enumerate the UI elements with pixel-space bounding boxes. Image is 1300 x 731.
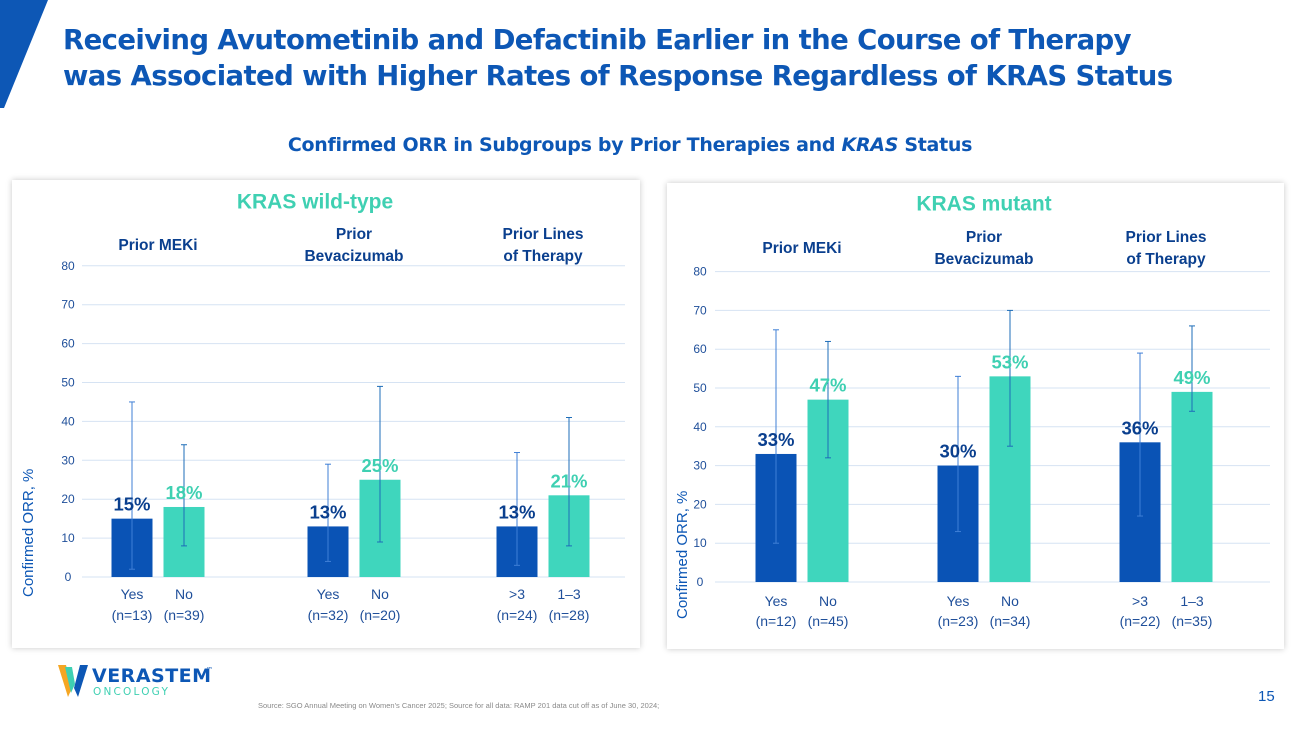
y-tick-label: 0 bbox=[65, 570, 72, 584]
category-n-label: (n=28) bbox=[549, 607, 590, 623]
category-n-label: (n=22) bbox=[1120, 613, 1161, 629]
y-tick-label: 40 bbox=[61, 414, 75, 428]
y-tick-label: 30 bbox=[61, 453, 75, 467]
data-label: 15% bbox=[113, 494, 150, 515]
category-label: No bbox=[1001, 593, 1019, 609]
category-label: Yes bbox=[121, 586, 144, 602]
y-tick-label: 20 bbox=[693, 497, 707, 511]
category-n-label: (n=24) bbox=[497, 607, 538, 623]
y-tick-label: 70 bbox=[693, 303, 707, 317]
data-label: 47% bbox=[809, 375, 846, 396]
category-label: 1–3 bbox=[1180, 593, 1204, 609]
data-label: 49% bbox=[1173, 367, 1210, 388]
y-tick-label: 80 bbox=[693, 265, 707, 279]
data-label: 18% bbox=[165, 482, 202, 503]
panel-title: KRAS mutant bbox=[916, 193, 1051, 216]
source-footnote: Source: SGO Annual Meeting on Women's Ca… bbox=[258, 701, 660, 710]
category-label: Yes bbox=[765, 593, 788, 609]
logo-mark-icon bbox=[58, 665, 88, 697]
y-tick-label: 80 bbox=[61, 259, 75, 273]
category-n-label: (n=12) bbox=[756, 613, 797, 629]
group-header: Bevacizumab bbox=[304, 248, 403, 265]
corner-accent bbox=[0, 0, 48, 108]
group-header: of Therapy bbox=[503, 248, 583, 265]
data-label: 53% bbox=[991, 351, 1028, 372]
data-label: 30% bbox=[939, 441, 976, 462]
data-label: 25% bbox=[361, 455, 398, 476]
group-header: Bevacizumab bbox=[934, 251, 1033, 268]
category-n-label: (n=20) bbox=[360, 607, 401, 623]
bar bbox=[1171, 391, 1213, 582]
page-number: 15 bbox=[1258, 688, 1275, 705]
logo-subtitle: ONCOLOGY bbox=[93, 686, 170, 698]
category-label: No bbox=[371, 586, 389, 602]
y-tick-label: 30 bbox=[693, 459, 707, 473]
category-label: No bbox=[819, 593, 837, 609]
category-n-label: (n=34) bbox=[990, 613, 1031, 629]
group-header: Prior MEKi bbox=[762, 240, 841, 257]
category-n-label: (n=13) bbox=[112, 607, 153, 623]
category-label: Yes bbox=[947, 593, 970, 609]
category-n-label: (n=35) bbox=[1172, 613, 1213, 629]
category-n-label: (n=32) bbox=[308, 607, 349, 623]
y-tick-label: 50 bbox=[693, 381, 707, 395]
page-title-line-1: Receiving Avutometinib and Defactinib Ea… bbox=[63, 24, 1132, 56]
group-header: Prior Lines bbox=[1126, 229, 1207, 246]
data-label: 21% bbox=[550, 470, 587, 491]
y-tick-label: 50 bbox=[61, 376, 75, 390]
y-axis-label: Confirmed ORR, % bbox=[20, 469, 37, 597]
data-label: 13% bbox=[498, 501, 535, 522]
group-header: Prior Lines bbox=[503, 226, 584, 243]
group-header: Prior MEKi bbox=[118, 237, 197, 254]
y-tick-label: 60 bbox=[61, 337, 75, 351]
category-label: 1–3 bbox=[557, 586, 581, 602]
category-label: >3 bbox=[1132, 593, 1148, 609]
category-n-label: (n=45) bbox=[808, 613, 849, 629]
page-title: Receiving Avutometinib and Defactinib Ea… bbox=[63, 22, 1173, 94]
y-tick-label: 60 bbox=[693, 342, 707, 356]
category-label: No bbox=[175, 586, 193, 602]
y-tick-label: 70 bbox=[61, 298, 75, 312]
group-header: Prior bbox=[336, 226, 372, 243]
kras-mutant-chart: KRAS mutant 0 10 20 30 40 50 60 70 80 Confirmed OR… bbox=[674, 193, 1270, 629]
verastem-logo: VERASTEM ™ ONCOLOGY bbox=[55, 660, 225, 705]
page-title-line-2: was Associated with Higher Rates of Resp… bbox=[63, 60, 1173, 92]
logo-trademark: ™ bbox=[206, 666, 213, 674]
kras-wild-type-panel: KRAS wild-type 0 10 20 30 40 50 60 70 80 Confirmed… bbox=[12, 180, 640, 648]
kras-mutant-panel: KRAS mutant 0 10 20 30 40 50 60 70 80 Confirmed OR… bbox=[667, 183, 1284, 649]
panel-title: KRAS wild-type bbox=[237, 191, 393, 214]
y-tick-label: 10 bbox=[693, 536, 707, 550]
group-header: of Therapy bbox=[1126, 251, 1206, 268]
data-label: 36% bbox=[1121, 417, 1158, 438]
y-axis-label: Confirmed ORR, % bbox=[674, 491, 691, 619]
category-label: Yes bbox=[317, 586, 340, 602]
y-tick-label: 40 bbox=[693, 420, 707, 434]
logo-wordmark: VERASTEM bbox=[92, 665, 212, 687]
data-label: 33% bbox=[757, 429, 794, 450]
category-n-label: (n=23) bbox=[938, 613, 979, 629]
group-header: Prior bbox=[966, 229, 1002, 246]
y-tick-label: 20 bbox=[61, 492, 75, 506]
kras-wild-type-chart: KRAS wild-type 0 10 20 30 40 50 60 70 80 Confirmed… bbox=[20, 191, 625, 623]
data-label: 13% bbox=[309, 501, 346, 522]
y-tick-label: 0 bbox=[697, 575, 704, 589]
y-tick-label: 10 bbox=[61, 531, 75, 545]
chart-subtitle: Confirmed ORR in Subgroups by Prior Ther… bbox=[287, 134, 973, 156]
category-n-label: (n=39) bbox=[164, 607, 205, 623]
category-label: >3 bbox=[509, 586, 525, 602]
